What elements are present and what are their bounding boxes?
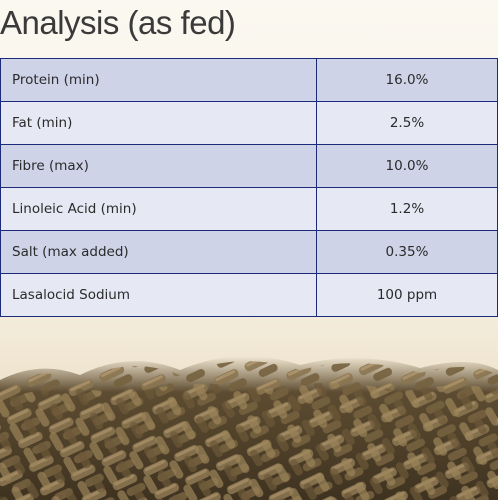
- title: Analysis (as fed): [0, 4, 236, 41]
- analysis-table: Protein (min) 16.0% Fat (min) 2.5% Fibre (ma…: [0, 58, 498, 317]
- nutrient-name: Linoleic Acid (min): [0, 187, 317, 231]
- pellet-texture: [0, 382, 498, 500]
- table-row: Lasalocid Sodium 100 ppm: [0, 273, 498, 317]
- nutrient-value: 0.35%: [316, 230, 498, 274]
- table-row: Fat (min) 2.5%: [0, 101, 498, 145]
- nutrient-value: 2.5%: [316, 101, 498, 145]
- nutrient-value: 10.0%: [316, 144, 498, 188]
- nutrient-name: Fibre (max): [0, 144, 317, 188]
- table-row: Linoleic Acid (min) 1.2%: [0, 187, 498, 231]
- nutrient-value: 100 ppm: [316, 273, 498, 317]
- table-row: Protein (min) 16.0%: [0, 58, 498, 102]
- nutrient-name: Fat (min): [0, 101, 317, 145]
- table-body: Protein (min) 16.0% Fat (min) 2.5% Fibre (ma…: [0, 58, 498, 317]
- nutrient-value: 1.2%: [316, 187, 498, 231]
- nutrient-value: 16.0%: [316, 58, 498, 102]
- table-row: Fibre (max) 10.0%: [0, 144, 498, 188]
- table-row: Salt (max added) 0.35%: [0, 230, 498, 274]
- nutrient-name: Protein (min): [0, 58, 317, 102]
- nutrient-name: Salt (max added): [0, 230, 317, 274]
- nutrient-name: Lasalocid Sodium: [0, 273, 317, 317]
- pellets-image: [0, 356, 498, 500]
